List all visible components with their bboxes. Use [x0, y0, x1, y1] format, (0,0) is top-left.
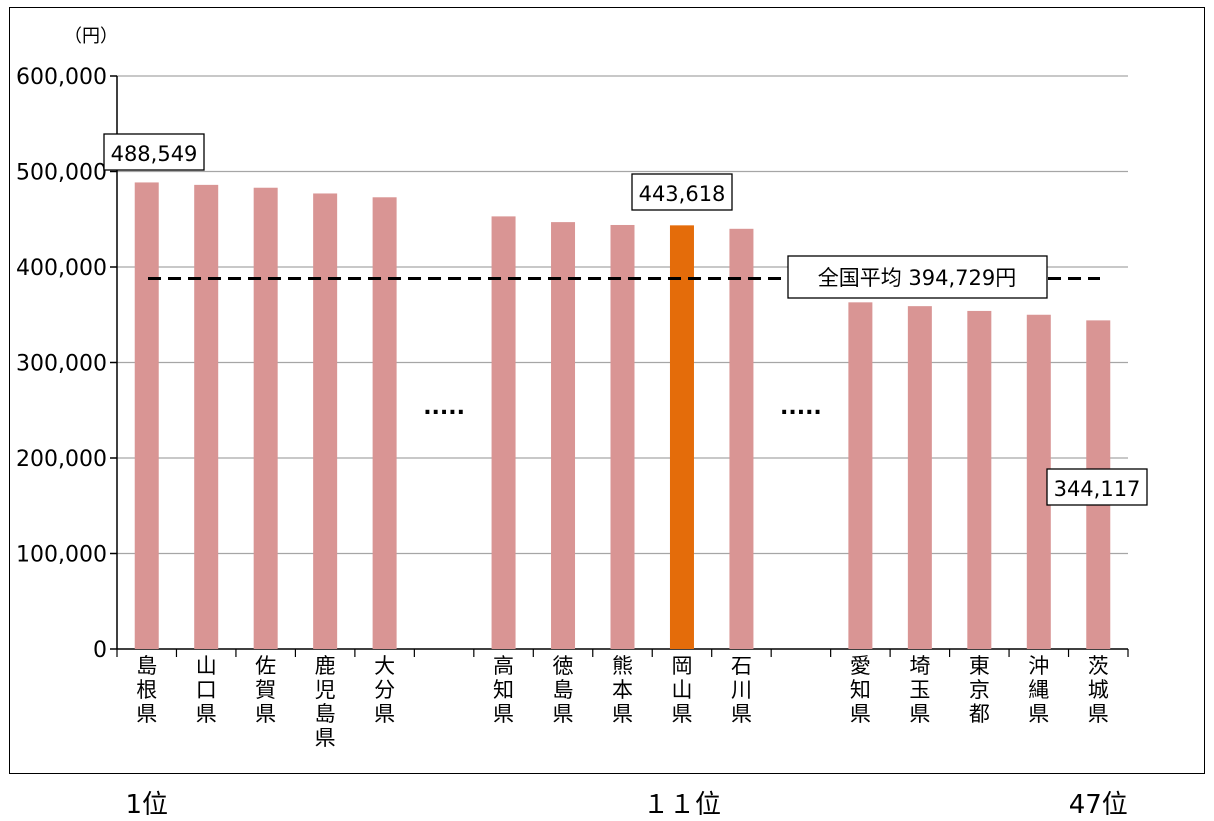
bar — [669, 225, 694, 650]
bar — [610, 224, 635, 650]
bar — [907, 306, 932, 649]
x-category-label: 東京都 — [969, 654, 990, 726]
value-annotation: 488,549 — [111, 142, 198, 166]
y-tick-label: 400,000 — [16, 256, 107, 281]
bar — [967, 310, 992, 649]
rank-label: 47位 — [1068, 790, 1128, 820]
bar — [372, 197, 397, 649]
rank-label: 1位 — [125, 790, 169, 820]
average-label: 全国平均 394,729円 — [818, 266, 1017, 290]
bar — [134, 182, 159, 649]
average-label-box — [787, 255, 1048, 299]
y-unit-label: （円） — [64, 26, 118, 47]
chart-frame — [9, 7, 1205, 774]
y-tick-label: 600,000 — [16, 65, 107, 90]
x-category-label: 山口県 — [196, 654, 217, 726]
y-tick-label: 500,000 — [16, 161, 107, 186]
gap-marker: ..... — [780, 395, 822, 420]
x-category-label: 岡山県 — [671, 654, 692, 726]
value-annotation-box — [631, 173, 733, 211]
y-tick-label: 300,000 — [16, 352, 107, 377]
bar — [313, 193, 338, 649]
x-category-label: 沖縄県 — [1028, 654, 1049, 726]
bar — [551, 222, 576, 650]
y-tick-label: 0 — [93, 638, 107, 663]
x-category-label: 埼玉県 — [909, 654, 930, 726]
x-category-label: 愛知県 — [850, 654, 871, 726]
x-category-label: 熊本県 — [612, 654, 633, 726]
value-annotation: 344,117 — [1054, 477, 1141, 501]
x-category-label: 佐賀県 — [255, 654, 276, 726]
bar — [848, 302, 873, 649]
gap-marker: ..... — [423, 395, 465, 420]
x-category-label: 徳島県 — [553, 654, 574, 726]
y-tick-label: 200,000 — [16, 447, 107, 472]
y-tick-label: 100,000 — [16, 543, 107, 568]
x-category-label: 鹿児島県 — [315, 654, 336, 750]
bar — [253, 187, 278, 650]
x-category-label: 石川県 — [731, 654, 752, 726]
bar — [491, 216, 516, 649]
x-category-label: 島根県 — [136, 654, 157, 726]
x-category-label: 茨城県 — [1088, 654, 1109, 726]
value-annotation-box — [1046, 468, 1148, 506]
x-category-label: 大分県 — [374, 654, 395, 726]
bar — [194, 184, 219, 649]
rank-label: １１位 — [642, 790, 721, 820]
bar — [729, 228, 754, 650]
value-annotation-box — [103, 133, 205, 171]
x-category-label: 高知県 — [493, 654, 514, 726]
value-annotation: 443,618 — [639, 182, 726, 206]
